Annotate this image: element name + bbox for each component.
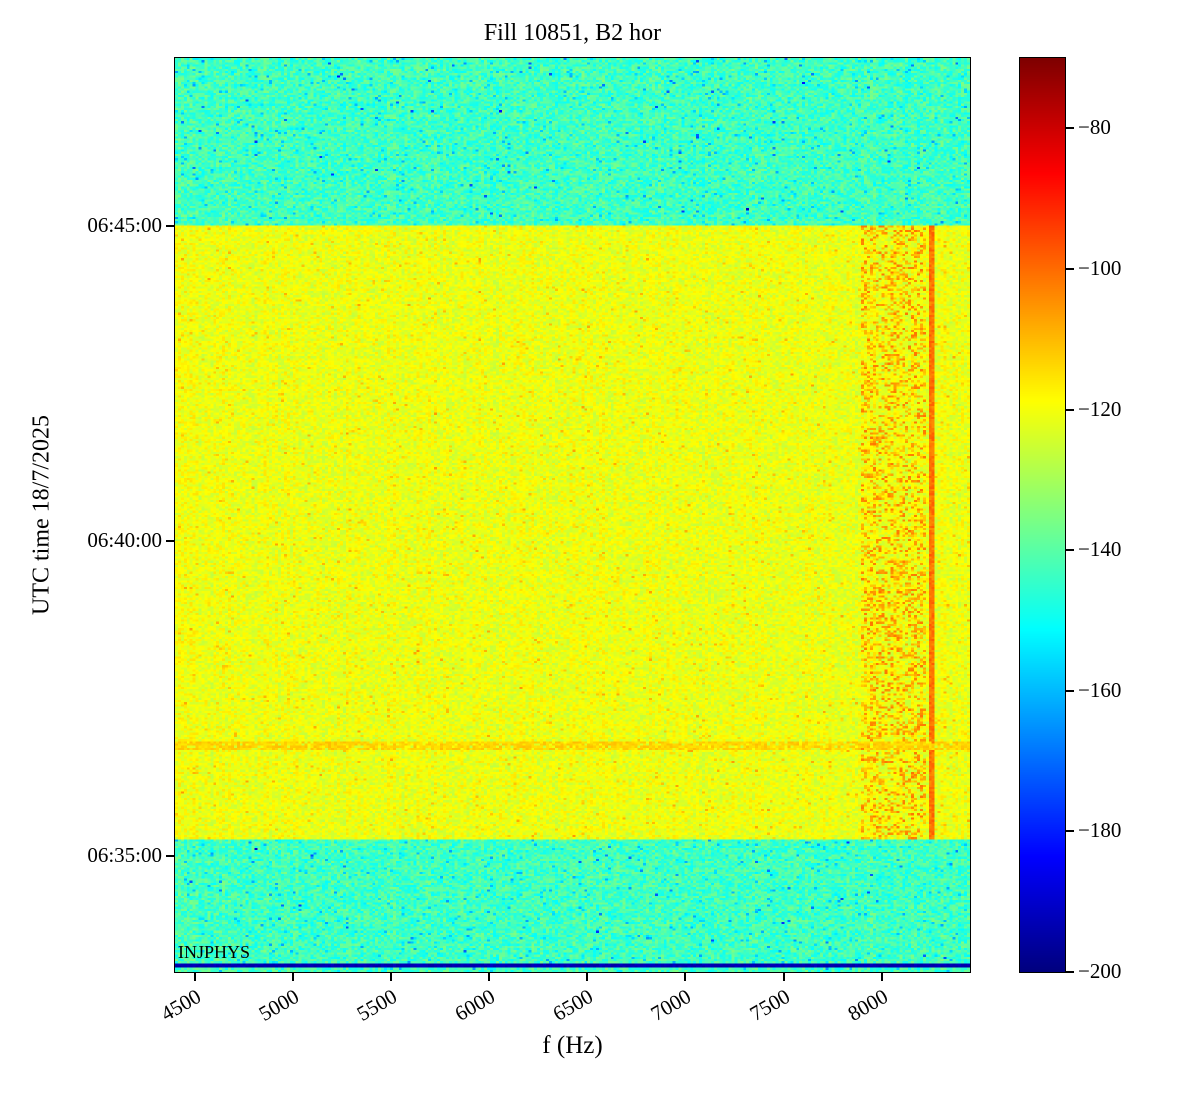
colorbar-tick-mark xyxy=(1066,830,1074,832)
colorbar-tick-mark xyxy=(1066,690,1074,692)
injphys-annotation: INJPHYS xyxy=(178,942,250,963)
colorbar xyxy=(1020,58,1065,972)
colorbar-tick-label: −80 xyxy=(1078,115,1111,140)
colorbar-tick-mark xyxy=(1066,268,1074,270)
y-axis-label: UTC time 18/7/2025 xyxy=(29,415,56,615)
colorbar-tick-label: −120 xyxy=(1078,397,1121,422)
spectrogram-figure: Fill 10851, B2 hor UTC time 18/7/2025 IN… xyxy=(0,0,1200,1100)
y-tick-mark xyxy=(166,225,174,227)
colorbar-tick-label: −180 xyxy=(1078,818,1121,843)
colorbar-tick-mark xyxy=(1066,127,1074,129)
colorbar-tick-mark xyxy=(1066,549,1074,551)
colorbar-tick-mark xyxy=(1066,409,1074,411)
x-tick-mark xyxy=(292,973,294,981)
y-tick-label: 06:45:00 xyxy=(0,213,162,238)
colorbar-tick-label: −200 xyxy=(1078,959,1121,984)
y-tick-mark xyxy=(166,855,174,857)
colorbar-tick-label: −100 xyxy=(1078,256,1121,281)
y-tick-label: 06:35:00 xyxy=(0,843,162,868)
x-tick-mark xyxy=(194,973,196,981)
spectrogram-heatmap xyxy=(175,58,970,972)
chart-title: Fill 10851, B2 hor xyxy=(175,20,970,47)
y-tick-mark xyxy=(166,540,174,542)
x-tick-mark xyxy=(783,973,785,981)
y-tick-label: 06:40:00 xyxy=(0,528,162,553)
x-tick-mark xyxy=(684,973,686,981)
x-tick-mark xyxy=(488,973,490,981)
colorbar-tick-mark xyxy=(1066,971,1074,973)
colorbar-tick-label: −140 xyxy=(1078,537,1121,562)
colorbar-tick-label: −160 xyxy=(1078,678,1121,703)
x-tick-mark xyxy=(881,973,883,981)
x-tick-mark xyxy=(586,973,588,981)
x-axis-label: f (Hz) xyxy=(175,1032,970,1060)
x-tick-mark xyxy=(390,973,392,981)
